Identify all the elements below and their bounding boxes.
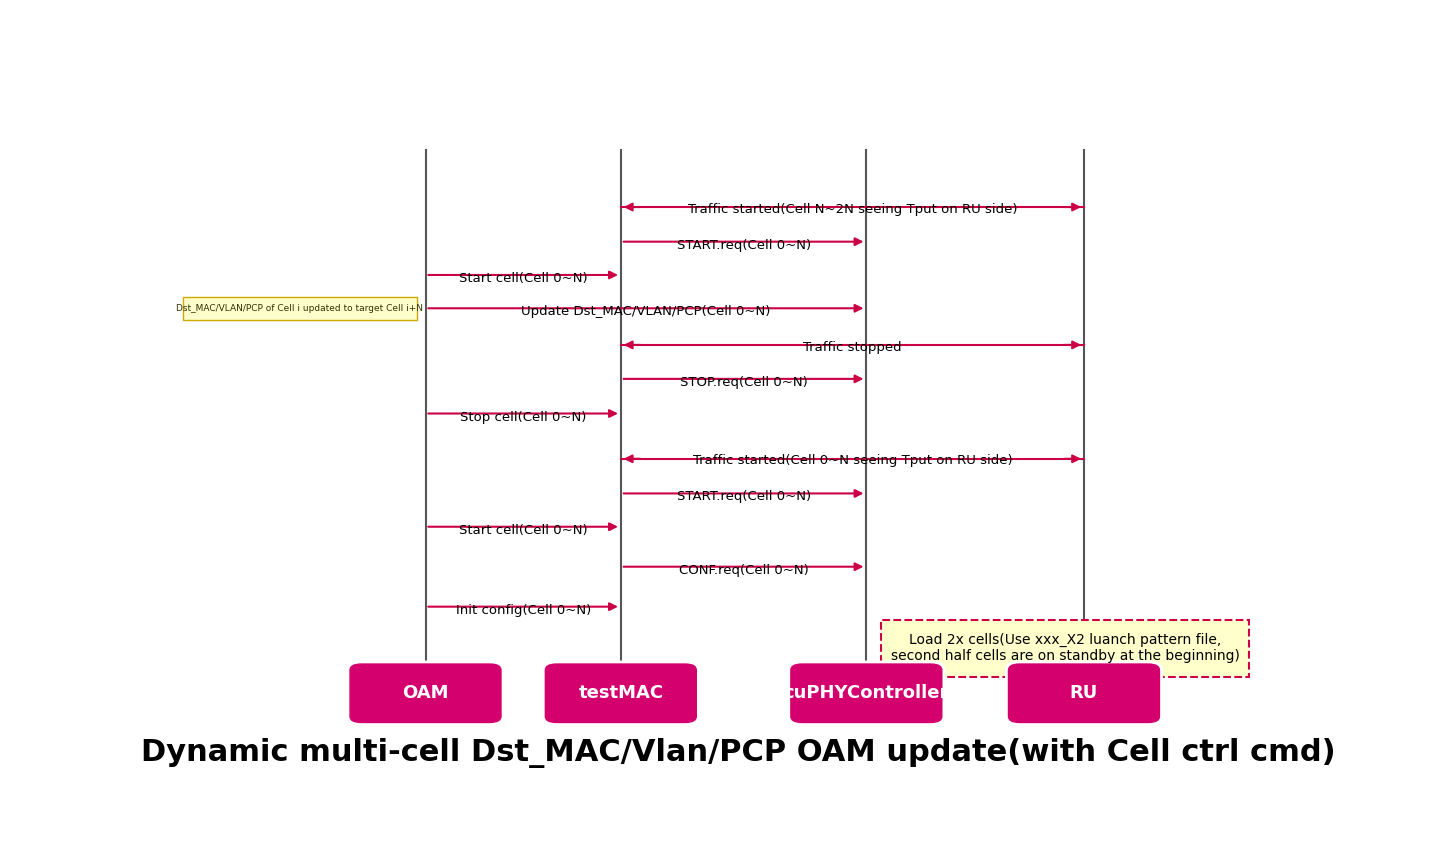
Text: RU: RU xyxy=(1070,684,1099,702)
FancyBboxPatch shape xyxy=(183,297,416,319)
Text: Init config(Cell 0~N): Init config(Cell 0~N) xyxy=(455,604,590,617)
FancyBboxPatch shape xyxy=(543,662,698,725)
Text: Start cell(Cell 0~N): Start cell(Cell 0~N) xyxy=(459,523,588,536)
Text: STOP.req(Cell 0~N): STOP.req(Cell 0~N) xyxy=(680,376,808,389)
Text: Start cell(Cell 0~N): Start cell(Cell 0~N) xyxy=(459,272,588,285)
Text: Dynamic multi-cell Dst_MAC/Vlan/PCP OAM update(with Cell ctrl cmd): Dynamic multi-cell Dst_MAC/Vlan/PCP OAM … xyxy=(141,738,1335,768)
Text: OAM: OAM xyxy=(402,684,449,702)
Text: CONF.req(Cell 0~N): CONF.req(Cell 0~N) xyxy=(678,564,808,577)
Text: START.req(Cell 0~N): START.req(Cell 0~N) xyxy=(677,239,811,252)
Text: Traffic started(Cell N~2N seeing Tput on RU side): Traffic started(Cell N~2N seeing Tput on… xyxy=(688,202,1017,215)
Text: Traffic started(Cell 0~N seeing Tput on RU side): Traffic started(Cell 0~N seeing Tput on … xyxy=(693,454,1012,467)
Text: START.req(Cell 0~N): START.req(Cell 0~N) xyxy=(677,490,811,503)
Text: Traffic stopped: Traffic stopped xyxy=(804,341,901,354)
Text: Dst_MAC/VLAN/PCP of Cell i updated to target Cell i+N: Dst_MAC/VLAN/PCP of Cell i updated to ta… xyxy=(177,304,423,313)
Text: Update Dst_MAC/VLAN/PCP(Cell 0~N): Update Dst_MAC/VLAN/PCP(Cell 0~N) xyxy=(521,305,770,318)
Text: cuPHYController: cuPHYController xyxy=(783,684,949,702)
FancyBboxPatch shape xyxy=(348,662,503,725)
Text: testMAC: testMAC xyxy=(579,684,664,702)
Text: Load 2x cells(Use xxx_X2 luanch pattern file,
second half cells are on standby a: Load 2x cells(Use xxx_X2 luanch pattern … xyxy=(890,633,1240,663)
Text: Stop cell(Cell 0~N): Stop cell(Cell 0~N) xyxy=(459,411,586,424)
FancyBboxPatch shape xyxy=(1007,662,1162,725)
FancyBboxPatch shape xyxy=(881,620,1248,676)
FancyBboxPatch shape xyxy=(789,662,943,725)
